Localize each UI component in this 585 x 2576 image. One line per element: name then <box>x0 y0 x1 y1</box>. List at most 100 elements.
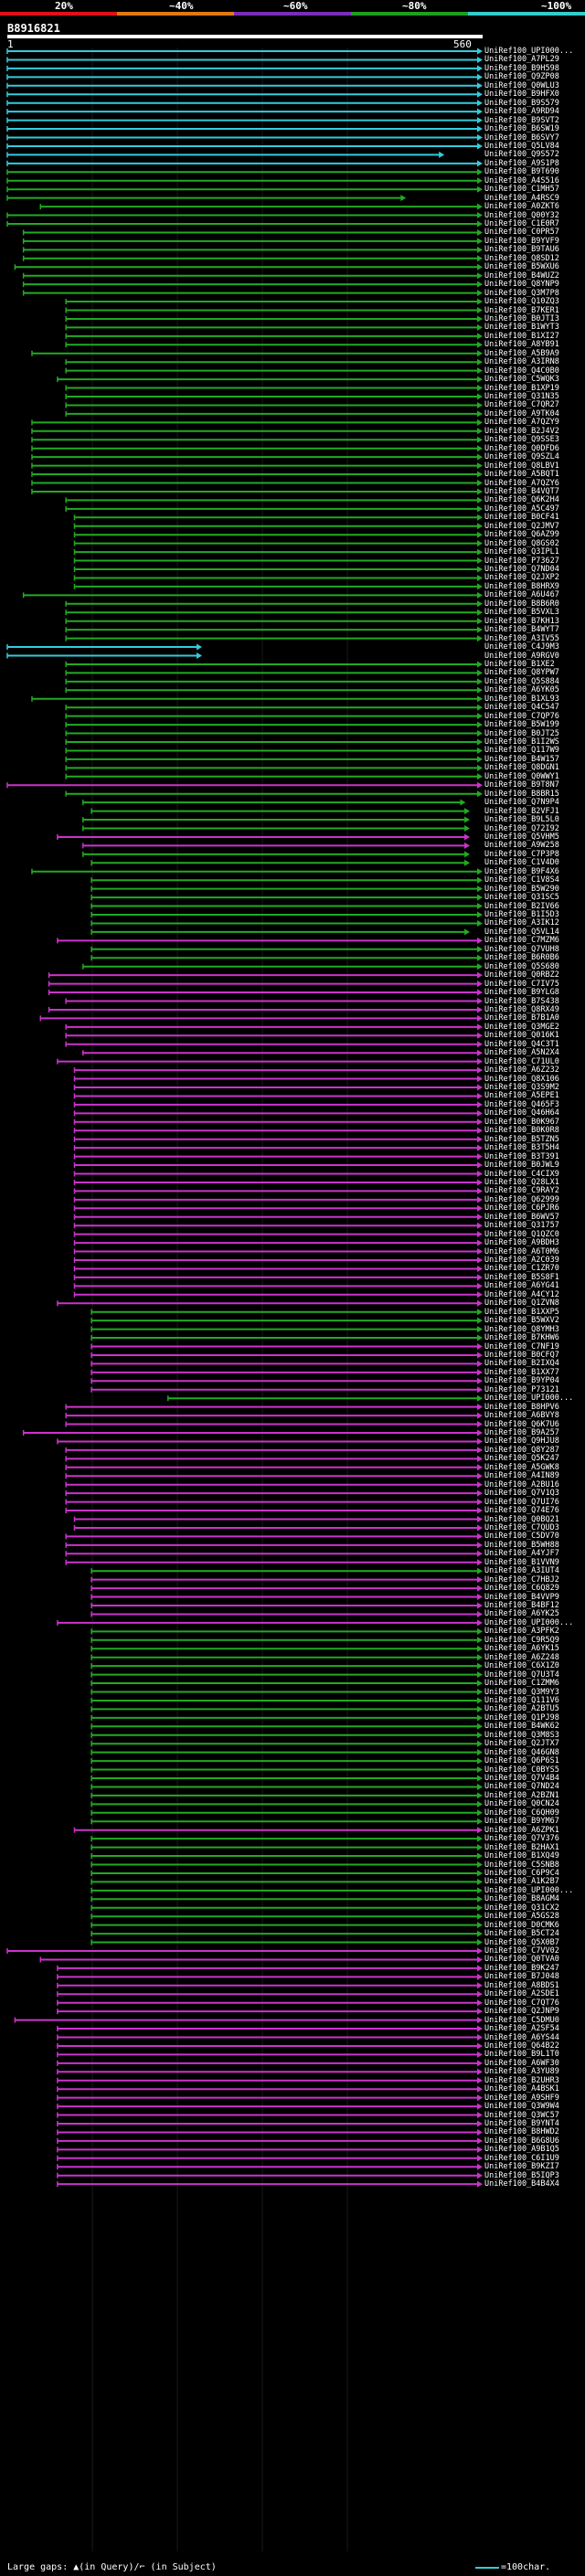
hit-label[interactable]: UniRef100_C5WQK3 <box>484 375 559 385</box>
hit-label[interactable]: UniRef100_B0K0R8 <box>484 1126 559 1136</box>
hit-label[interactable]: UniRef100_Q9S572 <box>484 150 559 160</box>
hit-label[interactable]: UniRef100_A2SDE1 <box>484 1989 559 1999</box>
hit-label[interactable]: UniRef100_Q5S884 <box>484 676 559 686</box>
hit-label[interactable]: UniRef100_B0CF41 <box>484 513 559 523</box>
hit-label[interactable]: UniRef100_B9KZI7 <box>484 2162 559 2172</box>
hit-label[interactable]: UniRef100_C7NF19 <box>484 1341 559 1352</box>
hit-label[interactable]: UniRef100_A6BVY8 <box>484 1411 559 1421</box>
hit-label[interactable]: UniRef100_B9YP04 <box>484 1376 559 1386</box>
hit-label[interactable]: UniRef100_B9YLG8 <box>484 988 559 998</box>
hit-label[interactable]: UniRef100_UPI000... <box>484 1617 574 1627</box>
hit-label[interactable]: UniRef100_C6P9C4 <box>484 1868 559 1878</box>
hit-label[interactable]: UniRef100_Q7ND24 <box>484 1782 559 1792</box>
hit-label[interactable]: UniRef100_Q7U3T4 <box>484 1670 559 1680</box>
hit-label[interactable]: UniRef100_Q2JXP2 <box>484 573 559 583</box>
hit-label[interactable]: UniRef100_A7PL29 <box>484 55 559 65</box>
hit-label[interactable]: UniRef100_C1ZR70 <box>484 1264 559 1274</box>
hit-label[interactable]: UniRef100_Q72I92 <box>484 823 559 833</box>
hit-label[interactable]: UniRef100_C5SNB8 <box>484 1860 559 1870</box>
hit-label[interactable]: UniRef100_C1E0R7 <box>484 219 559 228</box>
hit-label[interactable]: UniRef100_A2BZN1 <box>484 1790 559 1800</box>
hit-label[interactable]: UniRef100_A6WF30 <box>484 2058 559 2068</box>
hit-label[interactable]: UniRef100_C9R5Q9 <box>484 1635 559 1645</box>
hit-label[interactable]: UniRef100_B1XXP5 <box>484 1307 559 1317</box>
hit-label[interactable]: UniRef100_B1XX77 <box>484 1367 559 1377</box>
hit-label[interactable]: UniRef100_A3YU89 <box>484 2067 559 2077</box>
hit-label[interactable]: UniRef100_Q9SSE3 <box>484 435 559 445</box>
hit-label[interactable]: UniRef100_A0ZKT6 <box>484 202 559 212</box>
hit-label[interactable]: UniRef100_Q64B22 <box>484 2041 559 2051</box>
hit-label[interactable]: UniRef100_B5WXU6 <box>484 262 559 272</box>
hit-label[interactable]: UniRef100_A2C039 <box>484 1256 559 1265</box>
hit-label[interactable]: UniRef100_A6ZPK1 <box>484 1825 559 1835</box>
hit-label[interactable]: UniRef100_C7IV75 <box>484 979 559 989</box>
hit-label[interactable]: UniRef100_Q3S9M2 <box>484 1083 559 1092</box>
hit-label[interactable]: UniRef100_A3IV55 <box>484 633 559 643</box>
hit-label[interactable]: UniRef100_Q8RX49 <box>484 1004 559 1014</box>
hit-label[interactable]: UniRef100_B4WK62 <box>484 1722 559 1732</box>
hit-label[interactable]: UniRef100_Q111V6 <box>484 1695 559 1705</box>
hit-label[interactable]: UniRef100_Q8SD12 <box>484 253 559 263</box>
hit-label[interactable]: UniRef100_B5S8F1 <box>484 1272 559 1282</box>
hit-label[interactable]: UniRef100_Q62999 <box>484 1194 559 1204</box>
hit-label[interactable]: UniRef100_B9TAU6 <box>484 245 559 255</box>
hit-label[interactable]: UniRef100_B9YVF9 <box>484 236 559 246</box>
hit-label[interactable]: UniRef100_Q5VHM5 <box>484 832 559 842</box>
hit-label[interactable]: UniRef100_B7KH13 <box>484 616 559 626</box>
hit-label[interactable]: UniRef100_Q7ND04 <box>484 565 559 574</box>
hit-label[interactable]: UniRef100_B0JTI3 <box>484 313 559 323</box>
hit-label[interactable]: UniRef100_A6YK05 <box>484 685 559 695</box>
hit-label[interactable]: UniRef100_Q74E76 <box>484 1506 559 1516</box>
hit-label[interactable]: UniRef100_B4BF12 <box>484 1601 559 1610</box>
hit-label[interactable]: UniRef100_A9BDH3 <box>484 1238 559 1248</box>
hit-label[interactable]: UniRef100_Q4C0B0 <box>484 366 559 376</box>
hit-label[interactable]: UniRef100_A5B9A9 <box>484 348 559 358</box>
hit-label[interactable]: UniRef100_B5W290 <box>484 884 559 894</box>
hit-label[interactable]: UniRef100_Q8YPW7 <box>484 668 559 678</box>
hit-label[interactable]: UniRef100_A1K2B7 <box>484 1877 559 1887</box>
hit-label[interactable]: UniRef100_B8HWD2 <box>484 2127 559 2137</box>
hit-label[interactable]: UniRef100_B9L5L0 <box>484 815 559 825</box>
hit-label[interactable]: UniRef100_A3IK12 <box>484 918 559 928</box>
hit-label[interactable]: UniRef100_C6I1U9 <box>484 2153 559 2163</box>
hit-label[interactable]: UniRef100_B8B6R0 <box>484 599 559 609</box>
hit-label[interactable]: UniRef100_A6Z232 <box>484 1065 559 1076</box>
hit-label[interactable]: UniRef100_B1XE2 <box>484 659 555 669</box>
hit-label[interactable]: UniRef100_B7KER1 <box>484 305 559 315</box>
hit-label[interactable]: UniRef100_B1I5D3 <box>484 910 559 919</box>
hit-label[interactable]: UniRef100_B9SVT2 <box>484 115 559 125</box>
hit-label[interactable]: UniRef100_Q3IPL1 <box>484 547 559 557</box>
hit-label[interactable]: UniRef100_B8HPV6 <box>484 1402 559 1412</box>
hit-label[interactable]: UniRef100_Q465F3 <box>484 1099 559 1109</box>
hit-label[interactable]: UniRef100_B6SW19 <box>484 124 559 134</box>
hit-label[interactable]: UniRef100_A6YS44 <box>484 2032 559 2042</box>
hit-label[interactable]: UniRef100_C0BYS5 <box>484 1765 559 1775</box>
hit-label[interactable]: UniRef100_B2IXQ4 <box>484 1359 559 1369</box>
hit-label[interactable]: UniRef100_A4CY12 <box>484 1289 559 1299</box>
hit-label[interactable]: UniRef100_Q7V1Q3 <box>484 1489 559 1499</box>
hit-label[interactable]: UniRef100_A9RD94 <box>484 107 559 117</box>
hit-label[interactable]: UniRef100_B1XI27 <box>484 331 559 341</box>
hit-label[interactable]: UniRef100_B8HRX9 <box>484 581 559 591</box>
hit-label[interactable]: UniRef100_Q8GS02 <box>484 538 559 548</box>
hit-label[interactable]: UniRef100_UPI000... <box>484 47 574 56</box>
hit-label[interactable]: UniRef100_Q0RBZ2 <box>484 970 559 981</box>
hit-label[interactable]: UniRef100_A5EPE1 <box>484 1091 559 1101</box>
hit-label[interactable]: UniRef100_A3IUT4 <box>484 1566 559 1576</box>
hit-label[interactable]: UniRef100_B2IV66 <box>484 901 559 911</box>
hit-label[interactable]: UniRef100_Q8YNP9 <box>484 280 559 290</box>
hit-label[interactable]: UniRef100_B4WYT7 <box>484 625 559 635</box>
hit-label[interactable]: UniRef100_B9K247 <box>484 1963 559 1973</box>
hit-label[interactable]: UniRef100_Q5VL14 <box>484 927 559 937</box>
hit-label[interactable]: UniRef100_B9T690 <box>484 167 559 177</box>
hit-label[interactable]: UniRef100_B0K967 <box>484 1117 559 1127</box>
hit-label[interactable]: UniRef100_A3PFK2 <box>484 1627 559 1637</box>
hit-label[interactable]: UniRef100_B9S579 <box>484 98 559 108</box>
hit-label[interactable]: UniRef100_B6WV57 <box>484 1212 559 1222</box>
hit-label[interactable]: UniRef100_Q00Y32 <box>484 210 559 220</box>
hit-label[interactable]: UniRef100_A2BTU5 <box>484 1704 559 1714</box>
hit-label[interactable]: UniRef100_A5BQT1 <box>484 470 559 480</box>
hit-label[interactable]: UniRef100_Q5LV84 <box>484 141 559 151</box>
hit-label[interactable]: UniRef100_A7QZY9 <box>484 418 559 428</box>
hit-label[interactable]: UniRef100_Q016K1 <box>484 1031 559 1041</box>
